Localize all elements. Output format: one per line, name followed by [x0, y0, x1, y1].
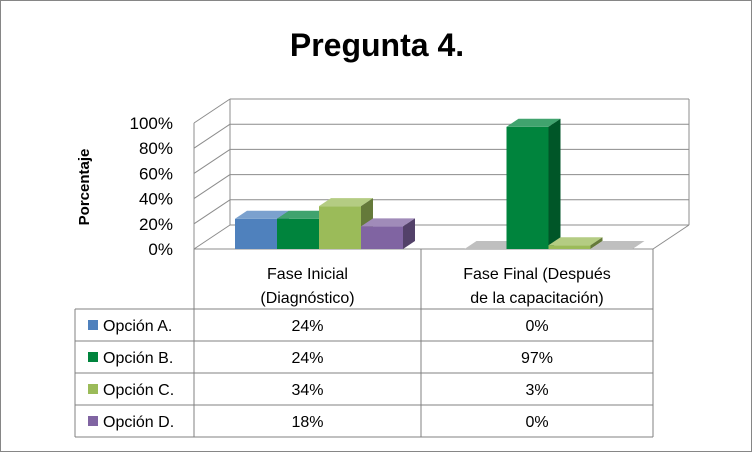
data-cell: 24%: [291, 350, 323, 367]
y-axis-label: Porcentaje: [76, 149, 93, 226]
bar-front: [548, 245, 591, 249]
legend-swatch: [88, 352, 98, 362]
y-tick-label: 60%: [139, 164, 173, 183]
bar-side: [590, 237, 603, 249]
data-table: Fase Inicial (Diagnóstico) Fase Final (Des…: [74, 249, 654, 438]
bar-side: [403, 218, 415, 249]
legend-label: Opción A.: [103, 318, 172, 335]
bar-top: [277, 210, 331, 219]
category-label: Fase Inicial: [267, 266, 348, 283]
legend-label: Opción B.: [103, 350, 173, 367]
bar: [361, 218, 415, 249]
y-tick-labels: 0% 20% 40% 60% 80% 100%: [130, 114, 173, 259]
gridline-side: [193, 123, 231, 149]
bar: [464, 241, 519, 249]
data-cell: 3%: [525, 382, 548, 399]
legend-label: Opción D.: [103, 414, 174, 431]
bar-front: [235, 218, 277, 249]
legend-label: Opción C.: [103, 382, 174, 399]
data-cell: 0%: [525, 318, 548, 335]
y-tick-label: 20%: [139, 215, 173, 234]
bar-top: [361, 218, 415, 227]
category-label: de la capacitación): [470, 290, 603, 307]
bar: [590, 241, 645, 249]
chart-title: Pregunta 4.: [290, 27, 464, 63]
data-cell: 34%: [291, 382, 323, 399]
bar-top: [319, 198, 373, 207]
legend-swatch: [88, 416, 98, 426]
data-cell: 97%: [521, 350, 553, 367]
category-label: (Diagnóstico): [260, 290, 354, 307]
bar-front: [506, 126, 549, 249]
bar: [319, 198, 373, 249]
bar-front: [319, 206, 361, 249]
bar-top: [548, 237, 603, 246]
bar-zero-tile: [464, 241, 519, 249]
gridline-side: [193, 224, 231, 250]
gridline-side: [193, 148, 231, 174]
gridline-side: [193, 174, 231, 200]
bar: [548, 237, 603, 249]
data-cell: 0%: [525, 414, 548, 431]
data-cell: 18%: [291, 414, 323, 431]
floor-right-edge: [652, 224, 690, 250]
gridline-side: [193, 199, 231, 225]
bar: [506, 118, 561, 249]
data-cell: 24%: [291, 318, 323, 335]
y-tick-label: 80%: [139, 139, 173, 158]
bars: [235, 118, 645, 249]
bar-front: [361, 226, 403, 249]
bar-front: [277, 218, 319, 249]
legend-swatch: [88, 320, 98, 330]
y-tick-label: 0%: [148, 240, 173, 259]
category-label: Fase Final (Después: [463, 266, 611, 283]
bar-top: [235, 210, 289, 219]
y-tick-label: 100%: [130, 114, 173, 133]
bar-zero-tile: [590, 241, 645, 249]
legend-swatch: [88, 384, 98, 394]
gridline-side: [193, 98, 231, 124]
bar-top: [506, 118, 561, 127]
bar-side: [548, 118, 561, 249]
y-tick-label: 40%: [139, 190, 173, 209]
